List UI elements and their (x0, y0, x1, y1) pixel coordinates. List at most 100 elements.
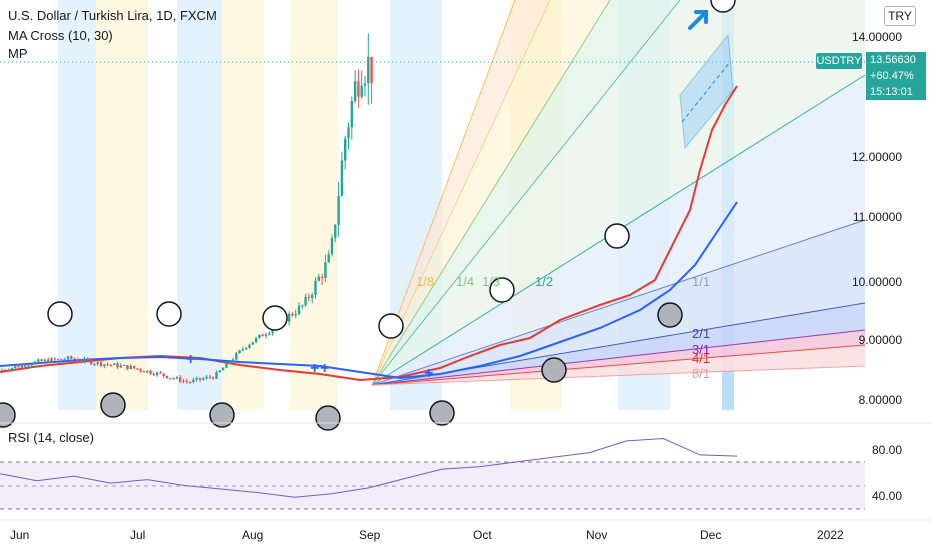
candle-body (126, 365, 129, 370)
last-price: 13.56630 (870, 54, 916, 66)
rsi-line (0, 437, 738, 498)
candle-body (63, 359, 66, 361)
ticker-badge: USDTRY (816, 53, 862, 69)
candle-body (149, 370, 152, 374)
currency-selector[interactable]: TRY (884, 6, 916, 26)
ma-slow-line (0, 201, 738, 380)
candle-body (301, 305, 304, 307)
price-scale-label: 10.00000 (851, 275, 902, 289)
candle-body (238, 350, 241, 354)
symbol-title[interactable]: U.S. Dollar / Turkish Lira, 1D, FXCM (8, 8, 217, 23)
rsi-pane[interactable] (0, 437, 865, 510)
candle-body (258, 334, 261, 338)
candle-body (129, 366, 132, 370)
candle-body (14, 366, 17, 369)
candle-body (70, 356, 73, 359)
fib-label: 1/1 (692, 274, 711, 289)
candle-body (340, 160, 344, 196)
candle-body (297, 305, 301, 315)
candle-body (330, 237, 334, 255)
parallel-channel[interactable] (679, 33, 734, 150)
candle-body (221, 367, 225, 371)
candle-body (271, 328, 274, 334)
time-axis-label: Oct (473, 528, 492, 542)
candle-body (264, 334, 268, 337)
candle-body (205, 376, 208, 379)
arrow-up-right-icon (688, 10, 708, 30)
candle-body (66, 356, 70, 360)
candle-body (7, 370, 10, 372)
rsi-scale-label: 80.00 (871, 443, 902, 457)
candle-body (317, 276, 320, 281)
candle-body (152, 373, 155, 376)
candle-body (4, 369, 7, 371)
candle-body (132, 366, 136, 369)
candle-body (33, 361, 37, 365)
candle-body (347, 127, 350, 139)
candle-body (294, 314, 297, 316)
candle-body (327, 254, 330, 263)
last-price-badge: 13.56630 +60.47% 15:13:01 (866, 52, 926, 100)
candle-body (165, 376, 169, 379)
candle-body (0, 369, 4, 371)
candle-body (96, 362, 99, 365)
candle-body (185, 380, 188, 382)
candle-body (139, 369, 142, 372)
candle-body (162, 373, 165, 377)
candle-body (287, 313, 291, 322)
indicator-mp[interactable]: MP (8, 46, 28, 61)
candle-body (261, 334, 264, 337)
svg-text:+: + (186, 351, 195, 368)
candle-body (175, 377, 179, 379)
candle-body (83, 358, 86, 362)
candle-body (307, 296, 311, 298)
candle-body (215, 372, 218, 379)
time-axis-label: Jul (130, 528, 146, 542)
candle-body (182, 380, 185, 382)
candle-body (268, 333, 271, 335)
candle-body (208, 376, 212, 378)
fib-fan[interactable] (371, 0, 866, 386)
candlesticks (0, 33, 373, 385)
time-axis-label: Dec (700, 528, 722, 542)
rsi-title[interactable]: RSI (14, close) (8, 430, 94, 445)
time-axis-label: Nov (586, 528, 608, 542)
candle-body (73, 358, 76, 360)
fib-label: 3/1 (692, 342, 711, 357)
candle-body (304, 296, 307, 306)
candle-body (353, 81, 357, 102)
candle-body (344, 138, 347, 161)
price-scale-label: 9.00000 (858, 333, 902, 347)
candle-body (350, 101, 353, 128)
candle-body (136, 368, 139, 370)
candle-body (109, 364, 113, 366)
candle-body (47, 359, 50, 363)
candle-body (169, 378, 172, 380)
candle-body (99, 362, 103, 366)
candle-body (370, 56, 373, 84)
price-scale-label: 14.00000 (851, 30, 902, 44)
time-axis-label: Sep (359, 528, 381, 542)
candle-body (337, 195, 340, 225)
candle-body (50, 358, 53, 363)
candle-body (146, 370, 149, 373)
candle-body (86, 358, 89, 361)
candle-body (17, 366, 20, 368)
candle-body (172, 378, 175, 380)
candle-body (367, 56, 370, 84)
moon-phase-markers (0, 0, 736, 431)
candle-body (103, 364, 106, 366)
svg-text:+: + (424, 365, 433, 382)
price-scale-label: 8.00000 (858, 393, 902, 407)
candle-body (254, 337, 258, 343)
indicator-ma-cross[interactable]: MA Cross (10, 30) (8, 28, 113, 43)
candle-body (314, 280, 317, 295)
bar-countdown: 15:13:01 (870, 86, 913, 98)
candle-body (198, 377, 202, 380)
candle-body (23, 365, 27, 367)
candle-body (142, 371, 146, 373)
candle-body (40, 359, 43, 361)
candle-body (155, 372, 159, 376)
candle-body (53, 358, 56, 360)
